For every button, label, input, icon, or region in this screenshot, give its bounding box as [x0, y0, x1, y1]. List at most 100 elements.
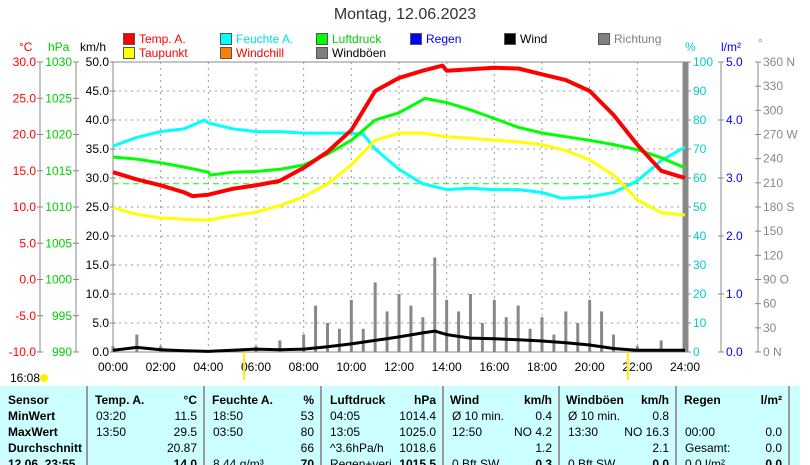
tick-label-dir_ticks: 240	[763, 152, 783, 166]
tick-label-hum_ticks: 30	[693, 258, 707, 272]
tick-label-rain_ticks: 1.0	[726, 287, 743, 301]
legend-label: Regen	[426, 32, 462, 46]
cell-hum-time: 03:50	[213, 425, 244, 439]
tick-label-dir_ticks: 150	[763, 224, 783, 238]
legend-swatch	[316, 33, 328, 45]
tick-label-temp_ticks: -5.0	[15, 309, 36, 323]
cell-rain-time: 00:00	[685, 425, 716, 439]
hum-unit: %	[685, 40, 696, 54]
cell-hum-time: 8.44 g/m³	[213, 457, 264, 465]
header-unit-rain: l/m²	[760, 393, 782, 407]
legend-item-richtung: Richtung	[598, 32, 661, 46]
hpa-unit: hPa	[48, 40, 70, 54]
legend-swatch	[504, 33, 516, 45]
cell-temp-value: 11.5	[174, 409, 197, 423]
cell-press-time: 04:05	[330, 409, 361, 423]
tick-label-temp_ticks: 30.0	[13, 55, 37, 69]
x-tick-label: 10:00	[336, 360, 366, 374]
tick-label-rain_ticks: 2.0	[726, 229, 743, 243]
x-tick-label: 12:00	[384, 360, 414, 374]
x-tick-label: 22:00	[622, 360, 652, 374]
tick-label-dir_ticks: 30	[763, 321, 777, 335]
header-press: Luftdruck	[330, 393, 386, 407]
tick-label-hpa_ticks: 995	[52, 309, 72, 323]
row-label: Durchschnitt	[8, 441, 83, 455]
tick-label-hum_ticks: 50	[693, 200, 707, 214]
cell-gust-value: 0.0	[652, 457, 669, 465]
tick-label-hum_ticks: 80	[693, 113, 707, 127]
legend-item-windböen: Windböen	[316, 46, 386, 60]
series-feuchte-a-	[112, 118, 686, 200]
tick-label-dir_ticks: 0 N	[763, 345, 782, 359]
chart-title: Montag, 12.06.2023	[333, 6, 477, 23]
tick-label-dir_ticks: 360 N	[763, 55, 795, 69]
row-label: MaxWert	[8, 425, 58, 439]
x-tick-label: 14:00	[432, 360, 462, 374]
tick-label-hum_ticks: 40	[693, 229, 707, 243]
series-taupunkt	[112, 131, 686, 222]
tick-label-wind_ticks: 45.0	[86, 84, 110, 98]
table-column	[88, 386, 205, 465]
legend-swatch	[220, 47, 232, 59]
legend-label: Windchill	[236, 46, 285, 60]
x-tick-label: 18:00	[527, 360, 557, 374]
tick-label-hum_ticks: 90	[693, 84, 707, 98]
tick-label-wind_ticks: 0.0	[92, 345, 109, 359]
cell-gust-value: 0.8	[652, 409, 669, 423]
header-rain: Regen	[684, 393, 721, 407]
tick-label-dir_ticks: 270 W	[763, 128, 798, 142]
tick-label-hum_ticks: 60	[693, 171, 707, 185]
row-label: 12.06. 23:55	[8, 457, 76, 465]
legend-item-regen: Regen	[410, 32, 461, 46]
cell-temp-time: 03:20	[96, 409, 127, 423]
tick-label-wind_ticks: 10.0	[86, 287, 110, 301]
legend-label: Luftdruck	[332, 32, 382, 46]
legend-swatch	[220, 33, 232, 45]
cell-hum-value: 80	[300, 425, 314, 439]
cell-gust-time: 0 Bft SW	[568, 457, 616, 465]
x-tick-label: 20:00	[575, 360, 605, 374]
header-gust: Windböen	[566, 393, 624, 407]
header-temp: Temp. A.	[95, 393, 145, 407]
cell-rain-value: 0.0	[765, 457, 782, 465]
tick-label-hum_ticks: 10	[693, 316, 707, 330]
tick-label-dir_ticks: 300	[763, 103, 783, 117]
cell-rain-value: 0.0	[765, 425, 782, 439]
cell-wind-value: 1.2	[535, 441, 552, 455]
cell-temp-value: 20.87	[166, 441, 197, 455]
tick-label-dir_ticks: 90 O	[763, 273, 789, 287]
cell-rain-value: 0.0	[765, 441, 782, 455]
chart-svg: 30.025.020.015.010.05.00.0-5.0-10.010301…	[9, 55, 798, 380]
cell-wind-time: 12:50	[452, 425, 483, 439]
temp-unit: °C	[19, 40, 33, 54]
cell-wind-value: 0.4	[535, 409, 552, 423]
cell-press-time: 13:05	[330, 425, 361, 439]
cell-temp-value: 29.5	[173, 425, 197, 439]
dir-unit: °	[758, 36, 763, 50]
x-tick-label: 04:00	[193, 360, 223, 374]
x-tick-label: 24:00	[670, 360, 700, 374]
cell-hum-value: 66	[300, 441, 314, 455]
table-column	[205, 386, 322, 465]
cell-temp-value: 14.0	[173, 457, 197, 465]
cell-press-value: 1018.6	[399, 441, 436, 455]
series-luftdruck	[112, 96, 686, 177]
tick-label-hpa_ticks: 1020	[45, 128, 72, 142]
header-unit-gust: km/h	[640, 393, 669, 407]
table-column	[444, 386, 560, 465]
legend-label: Wind	[520, 32, 548, 46]
tick-label-hpa_ticks: 1030	[45, 55, 72, 69]
cell-gust-time: Ø 10 min.	[568, 409, 621, 423]
tick-label-rain_ticks: 3.0	[726, 171, 743, 185]
cell-press-value: 1015.5	[399, 457, 436, 465]
tick-label-temp_ticks: 25.0	[13, 91, 37, 105]
cell-press-value: 1014.4	[399, 409, 436, 423]
cell-rain-time: 0.0 l/m²	[685, 457, 726, 465]
tick-label-temp_ticks: 5.0	[19, 236, 36, 250]
cell-gust-value: NO 16.3	[624, 425, 669, 439]
cell-hum-value: 70	[300, 457, 314, 465]
tick-label-hum_ticks: 70	[693, 142, 707, 156]
cell-rain-time: Gesamt:	[685, 441, 731, 455]
cell-press-value: 1025.0	[399, 425, 436, 439]
